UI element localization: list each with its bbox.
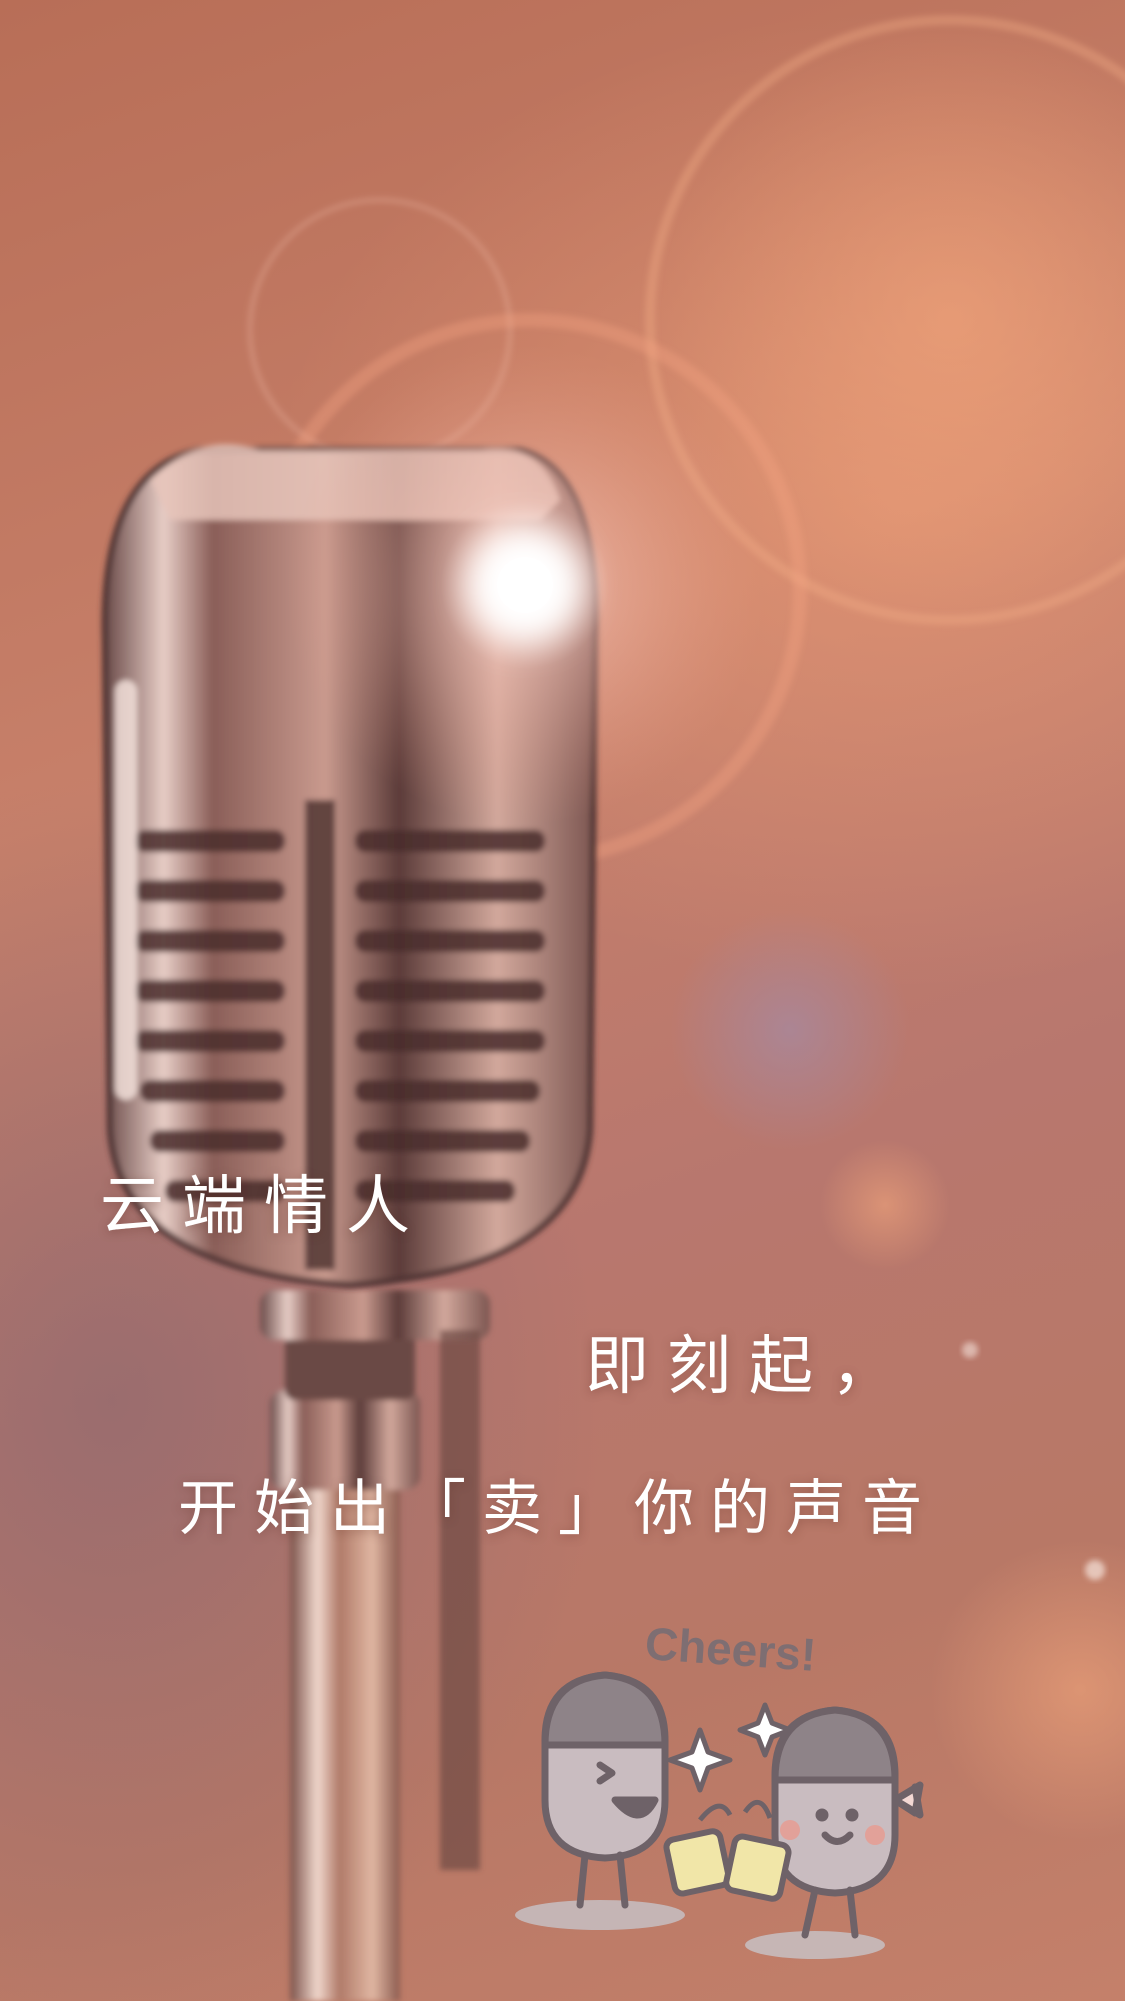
tagline-line-two: 即刻起， [585, 1330, 913, 1404]
sparkle-icon [667, 1702, 793, 1793]
tagline-line-three: 开始出「卖」你的声音 [178, 1474, 938, 1544]
poster-title: 云端情人 [100, 1170, 428, 1244]
